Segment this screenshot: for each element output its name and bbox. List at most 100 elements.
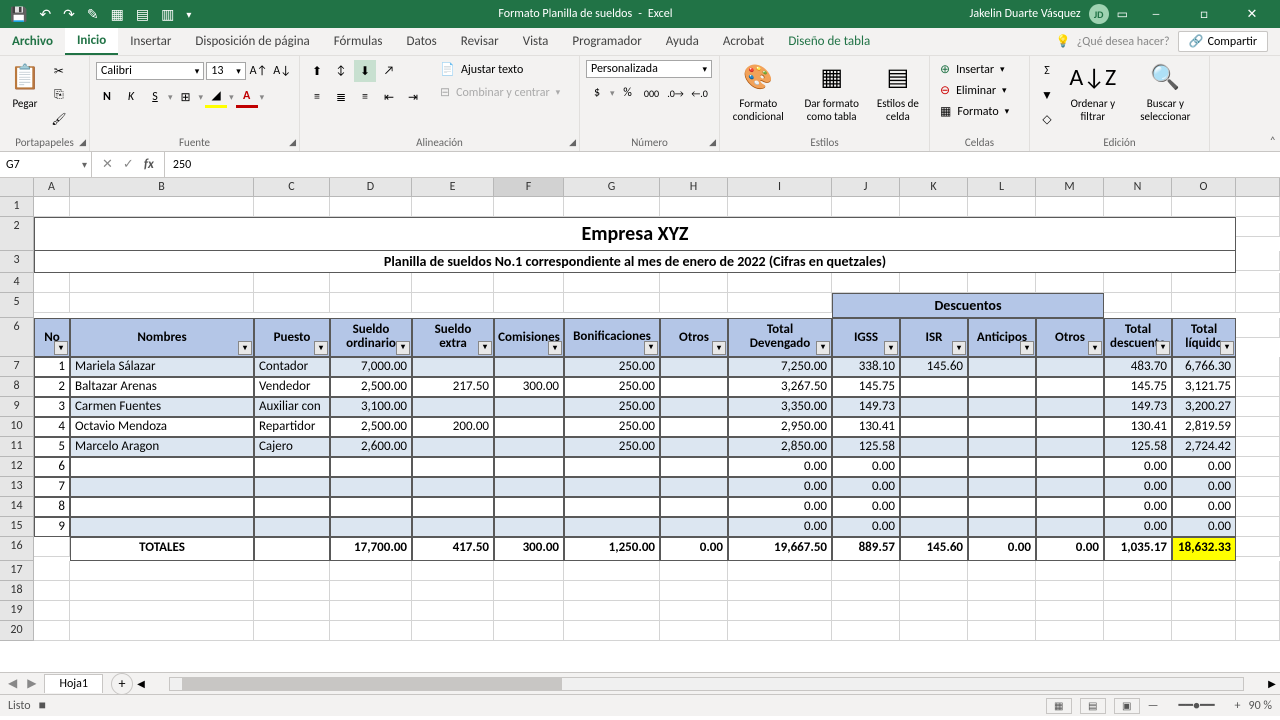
row-header[interactable]: 8 — [0, 377, 34, 397]
fill-color-button[interactable]: ◢ — [205, 86, 227, 108]
align-top-button[interactable]: ⬆ — [306, 60, 328, 82]
number-format-combo[interactable]: Personalizada▾ — [586, 60, 712, 78]
cell-dev[interactable]: 2,850.00 — [728, 437, 832, 457]
tab-ayuda[interactable]: Ayuda — [654, 28, 711, 55]
total-desc[interactable]: 1,035.17 — [1104, 537, 1172, 561]
cell-com[interactable] — [494, 417, 564, 437]
grid-icon[interactable]: ▦ — [111, 6, 124, 23]
filter-button[interactable]: ▾ — [548, 341, 562, 355]
cell-igss[interactable]: 145.75 — [832, 377, 900, 397]
cell-extra[interactable] — [412, 497, 494, 517]
cell-isr[interactable] — [900, 497, 968, 517]
header-otros-desc[interactable]: Otros▾ — [1036, 318, 1104, 357]
cell-od[interactable] — [1036, 397, 1104, 417]
cell-nombre[interactable] — [70, 517, 254, 537]
cell-com[interactable] — [494, 397, 564, 417]
cell-nombre[interactable]: Octavio Mendoza — [70, 417, 254, 437]
cell-dev[interactable]: 0.00 — [728, 517, 832, 537]
cell-no[interactable]: 7 — [34, 477, 70, 497]
cell-extra[interactable] — [412, 437, 494, 457]
cell-desc[interactable]: 0.00 — [1104, 477, 1172, 497]
cell-bonif[interactable]: 250.00 — [564, 437, 660, 457]
filter-button[interactable]: ▾ — [644, 341, 658, 355]
row-header[interactable]: 10 — [0, 417, 34, 437]
totals-label[interactable]: TOTALES — [70, 537, 254, 561]
cell-dev[interactable]: 0.00 — [728, 457, 832, 477]
cell-puesto[interactable] — [254, 497, 330, 517]
row-header[interactable]: 16 — [0, 537, 34, 561]
tab-archivo[interactable]: Archivo — [0, 28, 65, 55]
col-header[interactable]: B — [70, 178, 254, 197]
cell-puesto[interactable]: Auxiliar con — [254, 397, 330, 417]
tab-revisar[interactable]: Revisar — [449, 28, 511, 55]
cell-no[interactable]: 9 — [34, 517, 70, 537]
normal-view-button[interactable]: ▦ — [1046, 698, 1072, 714]
total-ant[interactable]: 0.00 — [968, 537, 1036, 561]
col-header[interactable]: G — [564, 178, 660, 197]
cell-styles-button[interactable]: ▤Estilos de celda — [873, 60, 923, 127]
cell-otros[interactable] — [660, 517, 728, 537]
save-icon[interactable]: 💾 — [10, 6, 27, 23]
increase-decimal-button[interactable]: .0→ — [665, 82, 687, 104]
cell-dev[interactable]: 3,267.50 — [728, 377, 832, 397]
tab-inicio[interactable]: Inicio — [65, 28, 118, 55]
company-title[interactable]: Empresa XYZ — [34, 217, 1236, 251]
cell-ord[interactable] — [330, 517, 412, 537]
name-box[interactable]: G7 — [0, 152, 92, 177]
row-header[interactable]: 17 — [0, 561, 34, 581]
cell-extra[interactable]: 200.00 — [412, 417, 494, 437]
tab-disposicion[interactable]: Disposición de página — [183, 28, 321, 55]
descuentos-header[interactable]: Descuentos — [832, 293, 1104, 318]
ribbon-mode-icon[interactable]: ▭ — [1117, 7, 1128, 22]
hscroll-left[interactable]: ◀ — [133, 677, 149, 690]
row-header[interactable]: 18 — [0, 581, 34, 601]
zoom-in-button[interactable]: + — [1235, 699, 1241, 713]
cell-com[interactable] — [494, 477, 564, 497]
total-extra[interactable]: 417.50 — [412, 537, 494, 561]
cell-ord[interactable]: 2,500.00 — [330, 417, 412, 437]
conditional-format-button[interactable]: 🎨Formato condicional — [726, 60, 791, 127]
wrap-text-button[interactable]: 📄Ajustar texto — [436, 60, 564, 79]
filter-button[interactable]: ▾ — [816, 341, 830, 355]
font-color-button[interactable]: A — [236, 86, 258, 108]
zoom-out-button[interactable]: — — [1148, 699, 1159, 713]
cell-com[interactable]: 300.00 — [494, 377, 564, 397]
cell-otros[interactable] — [660, 497, 728, 517]
header-isr[interactable]: ISR▾ — [900, 318, 968, 357]
italic-button[interactable]: K — [120, 86, 142, 108]
share-button[interactable]: 🔗 Compartir — [1178, 31, 1268, 52]
row-header[interactable]: 3 — [0, 251, 34, 273]
cell-ant[interactable] — [968, 457, 1036, 477]
row-header[interactable]: 9 — [0, 397, 34, 417]
cell-igss[interactable]: 130.41 — [832, 417, 900, 437]
cell-extra[interactable] — [412, 397, 494, 417]
cell-bonif[interactable] — [564, 497, 660, 517]
merge-center-button[interactable]: ⊟Combinar y centrar▾ — [436, 83, 564, 102]
cell-no[interactable]: 6 — [34, 457, 70, 477]
align-right-button[interactable]: ≡ — [354, 86, 376, 108]
fill-button[interactable]: ▼ — [1036, 84, 1058, 106]
col-header[interactable]: H — [660, 178, 728, 197]
cell-bonif[interactable]: 250.00 — [564, 357, 660, 377]
cell-nombre[interactable]: Carmen Fuentes — [70, 397, 254, 417]
header-no[interactable]: No▾ — [34, 318, 70, 357]
total-otros[interactable]: 0.00 — [660, 537, 728, 561]
row-header[interactable]: 7 — [0, 357, 34, 377]
cell-ant[interactable] — [968, 377, 1036, 397]
cell-otros[interactable] — [660, 457, 728, 477]
delete-cells-button[interactable]: ⊖Eliminar▾ — [936, 81, 1013, 100]
filter-button[interactable]: ▾ — [54, 341, 68, 355]
cell-desc[interactable]: 483.70 — [1104, 357, 1172, 377]
cell-dev[interactable]: 0.00 — [728, 477, 832, 497]
cell-ord[interactable] — [330, 477, 412, 497]
cell-otros[interactable] — [660, 437, 728, 457]
cell-liq[interactable]: 2,724.42 — [1172, 437, 1236, 457]
cell-od[interactable] — [1036, 437, 1104, 457]
increase-font-button[interactable]: A↑ — [248, 60, 270, 82]
tab-insertar[interactable]: Insertar — [118, 28, 183, 55]
cell-ant[interactable] — [968, 497, 1036, 517]
cell-desc[interactable]: 130.41 — [1104, 417, 1172, 437]
prev-sheet-button[interactable]: ◀ — [8, 676, 17, 691]
header-otros[interactable]: Otros▾ — [660, 318, 728, 357]
header-puesto[interactable]: Puesto▾ — [254, 318, 330, 357]
